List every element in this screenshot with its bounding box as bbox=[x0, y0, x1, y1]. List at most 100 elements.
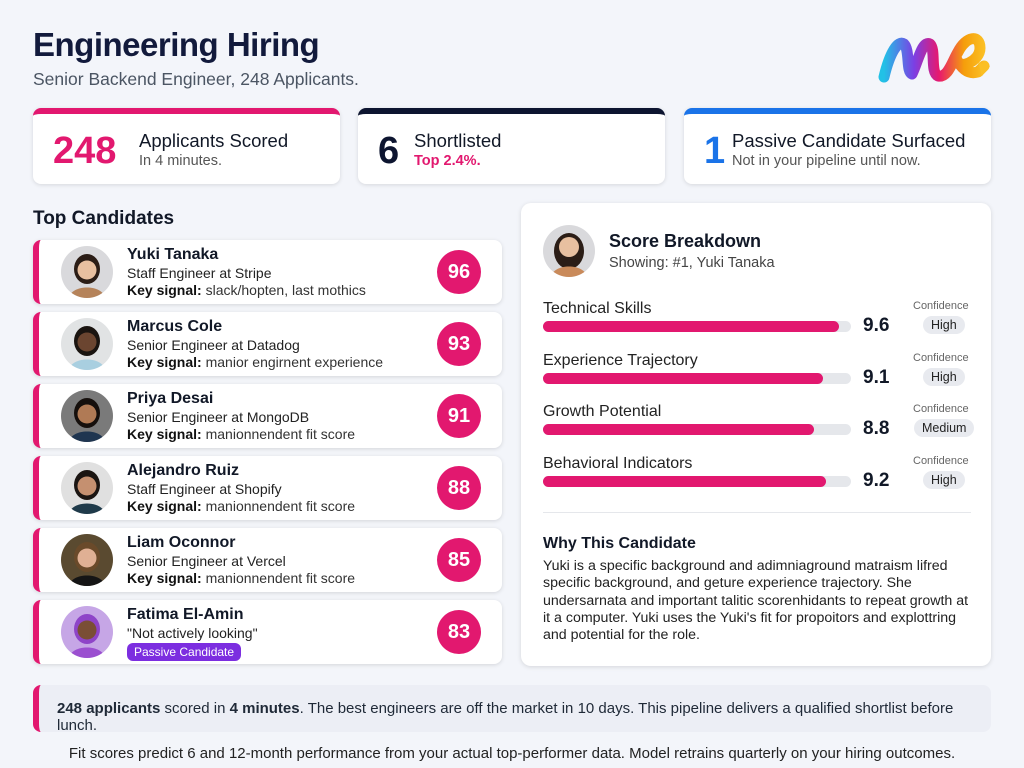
metric-value: 9.1 bbox=[863, 366, 890, 388]
passive-candidate-badge: Passive Candidate bbox=[127, 643, 242, 661]
metric-value: 9.6 bbox=[863, 315, 890, 336]
confidence-badge: High bbox=[923, 316, 965, 334]
stat-value: 6 bbox=[378, 130, 400, 172]
metric-bar-track bbox=[543, 424, 851, 435]
candidate-card[interactable]: Marcus Cole Senior Engineer at Datadog K… bbox=[33, 312, 502, 376]
metric-label: Experience Trajectory bbox=[543, 351, 698, 369]
key-signal-label: Key signal: bbox=[127, 426, 202, 442]
brand-logo bbox=[878, 33, 990, 83]
metric-value: 9.2 bbox=[863, 469, 890, 491]
stat-card-passive: 1 Passive Candidate Surfaced Not in your… bbox=[684, 108, 991, 184]
key-signal-value: manionnendent fit score bbox=[205, 570, 356, 586]
banner-text: . The best engineers are off the market … bbox=[57, 700, 954, 734]
score-metric: Technical Skills 9.6 Confidence High bbox=[543, 300, 973, 350]
banner-text: scored in bbox=[160, 700, 230, 717]
key-signal-label: Key signal: bbox=[127, 498, 202, 514]
candidate-card[interactable]: Yuki Tanaka Staff Engineer at Stripe Key… bbox=[33, 240, 502, 304]
key-signal: Key signal: manionnendent fit score bbox=[127, 498, 355, 514]
divider bbox=[543, 512, 971, 513]
candidate-card[interactable]: Fatima El-Amin "Not actively looking" Pa… bbox=[33, 600, 502, 664]
score-metric: Growth Potential 8.8 Confidence Medium bbox=[543, 403, 975, 453]
confidence-label: Confidence bbox=[913, 300, 969, 312]
panel-title: Score Breakdown bbox=[609, 231, 762, 251]
fit-score-badge: 85 bbox=[437, 538, 481, 582]
page-subtitle: Senior Backend Engineer, 248 Applicants. bbox=[33, 69, 359, 89]
avatar bbox=[61, 534, 113, 586]
stat-value: 248 bbox=[53, 130, 117, 172]
stat-value: 1 bbox=[704, 130, 726, 172]
score-breakdown-panel: Score Breakdown Showing: #1, Yuki Tanaka… bbox=[521, 203, 991, 666]
confidence-badge: High bbox=[923, 367, 965, 386]
fit-score-badge: 93 bbox=[437, 322, 481, 366]
fit-score-badge: 83 bbox=[437, 610, 481, 654]
metric-value: 8.8 bbox=[863, 418, 890, 439]
candidate-card[interactable]: Alejandro Ruiz Staff Engineer at Shopify… bbox=[33, 456, 502, 520]
candidate-title: Staff Engineer at Shopify bbox=[127, 481, 282, 497]
key-signal-label: Key signal: bbox=[127, 570, 202, 586]
confidence-label: Confidence bbox=[913, 403, 969, 415]
banner-bold: 4 minutes bbox=[229, 700, 300, 717]
banner-bold: 248 applicants bbox=[57, 700, 161, 717]
key-signal-value: manior engirnent experience bbox=[205, 354, 384, 370]
stat-detail: In 4 minutes. bbox=[139, 153, 223, 169]
metric-label: Behavioral Indicators bbox=[543, 454, 693, 472]
top-candidates-heading: Top Candidates bbox=[33, 208, 175, 229]
metric-label: Technical Skills bbox=[543, 300, 652, 317]
why-text: Yuki is a specific background and adimni… bbox=[543, 558, 969, 644]
key-signal-label: Key signal: bbox=[127, 282, 202, 298]
key-signal: Key signal: slack/hopten, last mothics bbox=[127, 282, 366, 298]
metric-bar-fill bbox=[543, 475, 827, 487]
fit-score-badge: 88 bbox=[437, 466, 481, 510]
metric-bar-fill bbox=[543, 321, 839, 332]
key-signal: Key signal: manionnendent fit score bbox=[127, 426, 355, 442]
stat-card-shortlisted: 6 Shortlisted Top 2.4%. bbox=[358, 108, 665, 184]
stat-detail: Not in your pipeline until now. bbox=[732, 153, 921, 169]
summary-banner: 248 applicants scored in 4 minutes. The … bbox=[33, 685, 991, 734]
stat-label: Applicants Scored bbox=[139, 130, 289, 151]
key-signal-label: Key signal: bbox=[127, 354, 202, 370]
key-signal-value: slack/hopten, last mothics bbox=[205, 282, 366, 298]
avatar bbox=[61, 318, 113, 370]
footer-note: Fit scores predict 6 and 12-month perfor… bbox=[68, 745, 956, 762]
page-title: Engineering Hiring bbox=[33, 26, 320, 63]
candidate-card[interactable]: Liam Oconnor Senior Engineer at Vercel K… bbox=[33, 528, 502, 592]
showing-label: Showing: #1, Yuki Tanaka bbox=[609, 255, 775, 271]
metric-bar-fill bbox=[543, 424, 815, 435]
metric-bar-track bbox=[543, 475, 851, 487]
candidate-name: Fatima El-Amin bbox=[127, 606, 244, 623]
avatar bbox=[543, 225, 595, 277]
candidate-name: Alejandro Ruiz bbox=[127, 462, 240, 479]
candidate-title: Senior Engineer at Vercel bbox=[127, 553, 286, 569]
avatar bbox=[61, 246, 113, 298]
candidate-name: Liam Oconnor bbox=[127, 534, 236, 551]
confidence-badge: Medium bbox=[914, 419, 975, 437]
avatar bbox=[61, 390, 113, 442]
key-signal: Key signal: manionnendent fit score bbox=[127, 570, 355, 586]
confidence-badge: High bbox=[923, 470, 965, 489]
fit-score-badge: 91 bbox=[437, 394, 481, 438]
confidence-label: Confidence bbox=[913, 454, 969, 467]
score-metric: Behavioral Indicators 9.2 Confidence Hig… bbox=[543, 455, 973, 505]
candidate-title: Staff Engineer at Stripe bbox=[127, 265, 272, 281]
candidate-name: Yuki Tanaka bbox=[127, 246, 219, 263]
stat-card-applicants: 248 Applicants Scored In 4 minutes. bbox=[33, 108, 340, 184]
candidate-name: Marcus Cole bbox=[127, 318, 223, 335]
score-metric: Experience Trajectory 9.1 Confidence Hig… bbox=[543, 352, 973, 402]
metric-bar-track bbox=[543, 372, 851, 384]
key-signal-value: manionnendent fit score bbox=[205, 426, 356, 442]
key-signal-value: manionnendent fit score bbox=[205, 498, 356, 514]
stat-detail: Top 2.4%. bbox=[414, 153, 481, 169]
confidence-label: Confidence bbox=[913, 351, 969, 364]
avatar bbox=[61, 606, 113, 658]
key-signal: Key signal: manior engirnent experience bbox=[127, 354, 383, 370]
candidate-title: Senior Engineer at Datadog bbox=[127, 337, 300, 353]
avatar bbox=[61, 462, 113, 514]
metric-bar-fill bbox=[543, 372, 824, 384]
metric-label: Growth Potential bbox=[543, 403, 662, 420]
metric-bar-track bbox=[543, 321, 851, 332]
fit-score-badge: 96 bbox=[437, 250, 481, 294]
stat-label: Passive Candidate Surfaced bbox=[732, 130, 966, 151]
candidate-name: Priya Desai bbox=[127, 390, 214, 407]
candidate-title: Senior Engineer at MongoDB bbox=[127, 409, 310, 425]
candidate-card[interactable]: Priya Desai Senior Engineer at MongoDB K… bbox=[33, 384, 502, 448]
